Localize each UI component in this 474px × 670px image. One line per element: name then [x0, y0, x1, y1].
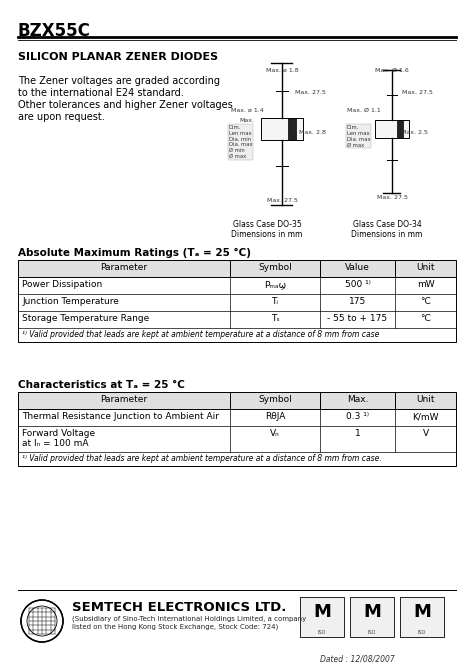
Text: ISO: ISO [418, 630, 426, 635]
Text: M: M [313, 603, 331, 621]
Text: Forward Voltage: Forward Voltage [22, 429, 95, 438]
Text: ISO: ISO [368, 630, 376, 635]
Text: Max. Ø 1.1: Max. Ø 1.1 [347, 108, 381, 113]
Text: Dated : 12/08/2007: Dated : 12/08/2007 [320, 654, 395, 663]
Text: Unit: Unit [416, 263, 435, 272]
Text: Vₙ: Vₙ [270, 429, 280, 438]
Text: Characteristics at Tₐ = 25 °C: Characteristics at Tₐ = 25 °C [18, 380, 185, 390]
Bar [350, 597, 394, 637]
Bar [18, 392, 456, 409]
Text: Thermal Resistance Junction to Ambient Air: Thermal Resistance Junction to Ambient A… [22, 412, 219, 421]
Text: Pₘₐϣ: Pₘₐϣ [264, 280, 286, 289]
Bar [397, 120, 403, 138]
Text: listed on the Hong Kong Stock Exchange, Stock Code: 724): listed on the Hong Kong Stock Exchange, … [72, 624, 278, 630]
Text: 1: 1 [355, 429, 360, 438]
Text: Junction Temperature: Junction Temperature [22, 297, 119, 306]
Bar [18, 392, 456, 466]
Text: Unit: Unit [416, 395, 435, 404]
Text: °C: °C [420, 314, 431, 323]
Text: Max. 27.5: Max. 27.5 [294, 90, 326, 95]
Text: °C: °C [420, 297, 431, 306]
Bar [300, 597, 344, 637]
Text: RθJA: RθJA [265, 412, 285, 421]
Text: Tᵢ: Tᵢ [272, 297, 279, 306]
Text: Glass Case DO-34
Dimensions in mm: Glass Case DO-34 Dimensions in mm [351, 220, 423, 239]
Text: Max. 27.5: Max. 27.5 [266, 198, 298, 203]
Text: M: M [363, 603, 381, 621]
Text: K/mW: K/mW [412, 412, 439, 421]
Bar [261, 118, 303, 140]
Text: to the international E24 standard.: to the international E24 standard. [18, 88, 184, 98]
Bar [18, 260, 456, 277]
Text: Symbol: Symbol [258, 395, 292, 404]
Text: Storage Temperature Range: Storage Temperature Range [22, 314, 149, 323]
Text: V: V [422, 429, 428, 438]
Text: (Subsidiary of Sino-Tech International Holdings Limited, a company: (Subsidiary of Sino-Tech International H… [72, 616, 306, 622]
Text: Value: Value [345, 263, 370, 272]
Text: Glass Case DO-35
Dimensions in mm: Glass Case DO-35 Dimensions in mm [231, 220, 303, 239]
Text: Parameter: Parameter [100, 395, 147, 404]
Text: Max.: Max. [347, 395, 368, 404]
Text: Dim.
Len max
Dia. min
Dia. max
Ø min
Ø max: Dim. Len max Dia. min Dia. max Ø min Ø m… [229, 125, 253, 159]
Text: Parameter: Parameter [100, 263, 147, 272]
Bar [400, 597, 444, 637]
Text: Tₛ: Tₛ [271, 314, 279, 323]
Text: Max.: Max. [239, 118, 255, 123]
Text: Max. 27.5: Max. 27.5 [376, 195, 408, 200]
Text: Max. 2.5: Max. 2.5 [401, 130, 428, 135]
Text: SILICON PLANAR ZENER DIODES: SILICON PLANAR ZENER DIODES [18, 52, 218, 62]
Text: - 55 to + 175: - 55 to + 175 [328, 314, 388, 323]
Text: ISO: ISO [318, 630, 326, 635]
Circle shape [21, 600, 63, 642]
Text: BZX55C: BZX55C [18, 22, 91, 40]
Text: Max. ø 1.8: Max. ø 1.8 [266, 68, 298, 73]
Text: Max. 27.5: Max. 27.5 [401, 90, 432, 95]
Bar [18, 260, 456, 342]
Text: mW: mW [417, 280, 434, 289]
Text: 175: 175 [349, 297, 366, 306]
Text: SEMTECH ELECTRONICS LTD.: SEMTECH ELECTRONICS LTD. [72, 601, 286, 614]
Bar [375, 120, 409, 138]
Text: 0.3 ¹⁾: 0.3 ¹⁾ [346, 412, 369, 421]
Text: Other tolerances and higher Zener voltages: Other tolerances and higher Zener voltag… [18, 100, 233, 110]
Text: Max. 2.8: Max. 2.8 [299, 130, 326, 135]
Text: The Zener voltages are graded according: The Zener voltages are graded according [18, 76, 220, 86]
Text: 500 ¹⁾: 500 ¹⁾ [345, 280, 371, 289]
Text: ¹⁾ Valid provided that leads are kept at ambient temperature at a distance of 8 : ¹⁾ Valid provided that leads are kept at… [22, 330, 379, 339]
Bar [288, 118, 296, 140]
Text: Max. Ø 1.6: Max. Ø 1.6 [375, 68, 409, 73]
Text: Max. ø 1.4: Max. ø 1.4 [231, 108, 264, 113]
Text: M: M [413, 603, 431, 621]
Text: are upon request.: are upon request. [18, 112, 105, 122]
Text: Power Dissipation: Power Dissipation [22, 280, 102, 289]
Text: Absolute Maximum Ratings (Tₐ = 25 °C): Absolute Maximum Ratings (Tₐ = 25 °C) [18, 248, 251, 258]
Text: at Iₙ = 100 mA: at Iₙ = 100 mA [22, 439, 89, 448]
Text: Dim.
Len max
Dia. max
Ø max: Dim. Len max Dia. max Ø max [347, 125, 371, 147]
Text: Symbol: Symbol [258, 263, 292, 272]
Text: ¹⁾ Valid provided that leads are kept at ambient temperature at a distance of 8 : ¹⁾ Valid provided that leads are kept at… [22, 454, 382, 463]
